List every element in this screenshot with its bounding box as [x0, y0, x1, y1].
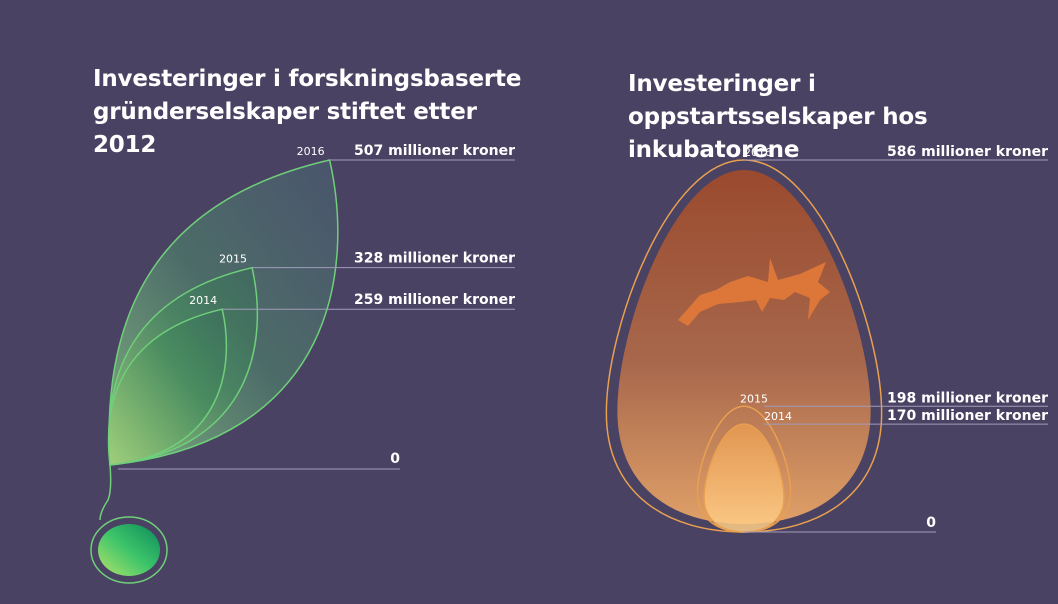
value-label-r-2015: 198 millioner kroner — [887, 390, 1048, 406]
value-label-2016: 507 millioner kroner — [354, 143, 515, 159]
left-chart-title: Investeringer i forskningsbaserte gründe… — [93, 66, 522, 158]
value-label-2015: 328 millioner kroner — [354, 251, 515, 267]
leaf-stem — [99, 464, 112, 521]
egg-crack — [678, 258, 830, 326]
year-label-r-2015: 2015 — [740, 392, 768, 405]
zero-label-left: 0 — [390, 451, 400, 467]
egg-2016 — [617, 170, 871, 524]
year-label-2015: 2015 — [219, 253, 247, 266]
right-chart-title: Investeringer i oppstartsselskaper hos i… — [628, 71, 928, 163]
value-label-r-2014: 170 millioner kroner — [887, 408, 1048, 424]
value-label-r-2016: 586 millioner kroner — [887, 144, 1048, 160]
year-label-2016: 2016 — [297, 145, 325, 158]
value-label-2014: 259 millioner kroner — [354, 292, 515, 308]
seed-outline — [90, 516, 168, 584]
seed — [98, 524, 160, 576]
year-label-r-2014: 2014 — [764, 410, 792, 423]
year-label-2014: 2014 — [189, 294, 217, 307]
zero-label-right: 0 — [926, 515, 936, 531]
year-label-r-2016: 2016 — [744, 146, 772, 159]
